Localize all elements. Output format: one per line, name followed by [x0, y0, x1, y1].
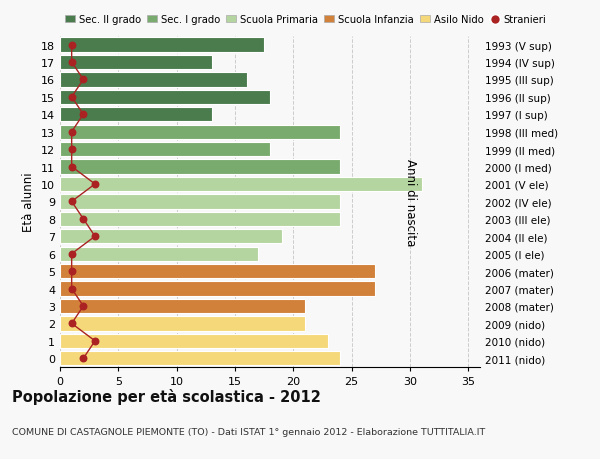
Bar	[60, 56, 212, 70]
Bar	[60, 299, 305, 313]
Point	[67, 94, 76, 101]
Legend: Sec. II grado, Sec. I grado, Scuola Primaria, Scuola Infanzia, Asilo Nido, Stran: Sec. II grado, Sec. I grado, Scuola Prim…	[65, 15, 547, 25]
Y-axis label: Anni di nascita: Anni di nascita	[404, 158, 416, 246]
Point	[67, 146, 76, 153]
Bar	[60, 125, 340, 140]
Bar	[60, 73, 247, 87]
Bar	[60, 334, 328, 348]
Point	[67, 163, 76, 171]
Point	[79, 302, 88, 310]
Point	[67, 42, 76, 49]
Point	[79, 112, 88, 119]
Text: Popolazione per età scolastica - 2012: Popolazione per età scolastica - 2012	[12, 388, 321, 404]
Point	[79, 216, 88, 223]
Bar	[60, 247, 259, 261]
Bar	[60, 264, 375, 279]
Point	[67, 251, 76, 258]
Point	[67, 285, 76, 292]
Bar	[60, 108, 212, 122]
Point	[67, 198, 76, 206]
Bar	[60, 282, 375, 296]
Point	[90, 181, 100, 188]
Point	[90, 337, 100, 345]
Y-axis label: Età alunni: Età alunni	[22, 172, 35, 232]
Point	[67, 59, 76, 67]
Bar	[60, 317, 305, 331]
Bar	[60, 160, 340, 174]
Point	[79, 77, 88, 84]
Point	[90, 233, 100, 241]
Point	[79, 355, 88, 362]
Bar	[60, 38, 264, 52]
Point	[67, 268, 76, 275]
Bar	[60, 212, 340, 226]
Text: COMUNE DI CASTAGNOLE PIEMONTE (TO) - Dati ISTAT 1° gennaio 2012 - Elaborazione T: COMUNE DI CASTAGNOLE PIEMONTE (TO) - Dat…	[12, 427, 485, 436]
Bar	[60, 90, 270, 105]
Bar	[60, 195, 340, 209]
Bar	[60, 143, 270, 157]
Bar	[60, 230, 281, 244]
Point	[67, 320, 76, 327]
Bar	[60, 178, 422, 192]
Point	[67, 129, 76, 136]
Bar	[60, 352, 340, 366]
